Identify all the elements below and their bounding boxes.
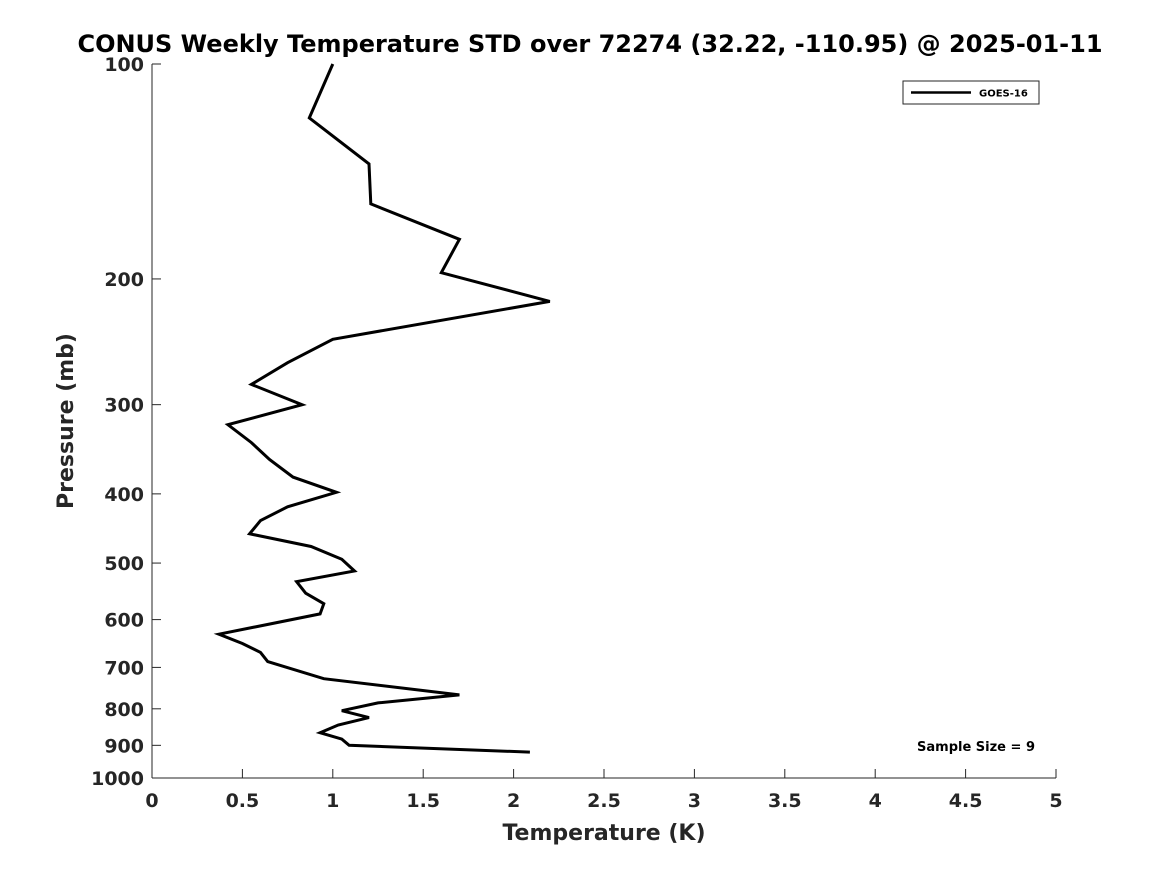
legend-label-goes-16: GOES-16 bbox=[979, 89, 1028, 100]
chart-title: CONUS Weekly Temperature STD over 72274 … bbox=[77, 30, 1102, 58]
x-tick-label: 4 bbox=[869, 790, 882, 812]
y-tick-label: 200 bbox=[104, 269, 144, 291]
x-tick-label: 1 bbox=[326, 790, 339, 812]
plot-area bbox=[152, 64, 1056, 778]
x-tick-label: 0.5 bbox=[226, 790, 260, 812]
y-tick-label: 900 bbox=[104, 735, 144, 757]
sample-size-annotation: Sample Size = 9 bbox=[917, 740, 1035, 755]
y-tick-label: 300 bbox=[104, 395, 144, 417]
x-tick-label: 2.5 bbox=[587, 790, 621, 812]
x-axis-ticks: 0 0.5 1 1.5 2 2.5 3 3.5 4 4.5 5 bbox=[145, 769, 1063, 812]
x-tick-label: 3 bbox=[688, 790, 701, 812]
x-tick-label: 2 bbox=[507, 790, 520, 812]
x-axis-label: Temperature (K) bbox=[502, 821, 705, 846]
x-tick-label: 1.5 bbox=[406, 790, 440, 812]
series-layer bbox=[213, 63, 551, 754]
y-tick-label: 1000 bbox=[91, 768, 144, 790]
y-tick-label: 100 bbox=[104, 54, 144, 76]
x-tick-label: 3.5 bbox=[768, 790, 802, 812]
x-tick-label: 0 bbox=[145, 790, 158, 812]
y-axis-label: Pressure (mb) bbox=[54, 333, 79, 509]
series-line-goes-16 bbox=[213, 63, 551, 754]
x-tick-label: 4.5 bbox=[949, 790, 983, 812]
y-tick-label: 500 bbox=[104, 553, 144, 575]
legend: GOES-16 bbox=[902, 80, 1040, 105]
y-tick-label: 800 bbox=[104, 699, 144, 721]
y-tick-label: 600 bbox=[104, 610, 144, 632]
x-tick-label: 5 bbox=[1049, 790, 1062, 812]
y-tick-label: 400 bbox=[104, 484, 144, 506]
y-axis-ticks: 100 200 300 400 500 600 700 800 900 1000 bbox=[91, 54, 161, 790]
y-tick-label: 700 bbox=[104, 657, 144, 679]
